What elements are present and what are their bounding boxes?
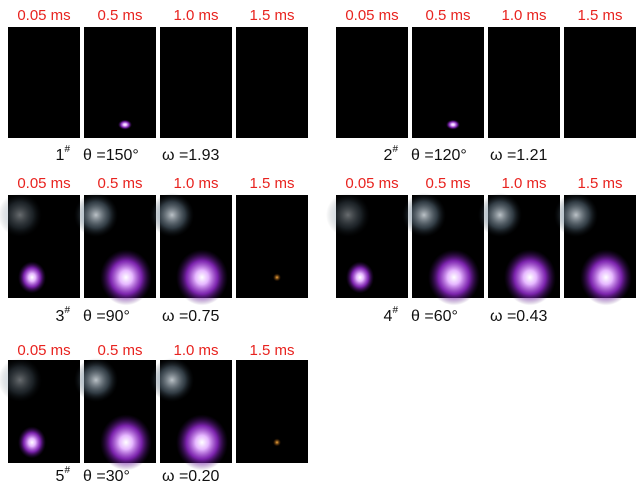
plasma bbox=[100, 414, 152, 470]
arc-glow bbox=[150, 193, 194, 237]
frame-image bbox=[336, 27, 408, 138]
plasma bbox=[580, 249, 632, 305]
sample-id-sup: # bbox=[64, 465, 70, 476]
panel-group: 0.05 ms 0.5 ms 1.0 ms 1.5 ms 4# θ =60° ω =0.43 bbox=[326, 175, 636, 325]
panel-group: 0.05 ms 0.5 ms 1.0 ms 1.5 ms 3# θ =90° ω =0.75 bbox=[0, 175, 308, 325]
plasma bbox=[176, 249, 228, 305]
time-label: 1.5 ms bbox=[249, 342, 294, 359]
theta-label: θ =60° bbox=[411, 308, 458, 325]
time-label: 0.05 ms bbox=[17, 175, 70, 192]
time-label: 0.5 ms bbox=[97, 175, 142, 192]
theta-label: θ =30° bbox=[83, 468, 130, 485]
arc-glow bbox=[402, 193, 446, 237]
time-label: 0.05 ms bbox=[345, 7, 398, 24]
omega-label: ω =0.20 bbox=[162, 468, 220, 485]
figure: 0.05 ms 0.5 ms 1.0 ms 1.5 ms 1# θ =150° ω =1.9… bbox=[0, 0, 637, 489]
arc-glow bbox=[478, 193, 522, 237]
spark bbox=[446, 120, 460, 130]
panel-group: 0.05 ms 0.5 ms 1.0 ms 1.5 ms 1# θ =150° ω =1.9… bbox=[8, 7, 308, 164]
sample-id: 4# bbox=[384, 305, 399, 326]
sample-id-sup: # bbox=[64, 305, 70, 316]
sample-id-sup: # bbox=[392, 305, 398, 316]
sample-id: 3# bbox=[56, 305, 71, 326]
time-label: 1.0 ms bbox=[173, 342, 218, 359]
arc-glow bbox=[326, 193, 370, 237]
time-label: 1.0 ms bbox=[173, 175, 218, 192]
plasma bbox=[100, 249, 152, 305]
sample-id-sup: # bbox=[64, 144, 70, 155]
panel-group: 0.05 ms 0.5 ms 1.0 ms 1.5 ms 5# θ =30° ω =0.20 bbox=[0, 342, 308, 485]
sample-id-sup: # bbox=[392, 144, 398, 155]
frame-image bbox=[236, 195, 308, 298]
frame-image bbox=[8, 27, 80, 138]
frame-image bbox=[160, 27, 232, 138]
time-label: 0.05 ms bbox=[17, 342, 70, 359]
time-label: 0.05 ms bbox=[345, 175, 398, 192]
frame-image bbox=[488, 27, 560, 138]
plasma bbox=[504, 249, 556, 305]
omega-label: ω =1.93 bbox=[162, 147, 220, 164]
time-label: 1.5 ms bbox=[577, 7, 622, 24]
time-label: 0.5 ms bbox=[425, 175, 470, 192]
omega-label: ω =0.75 bbox=[162, 308, 220, 325]
time-label: 1.0 ms bbox=[501, 7, 546, 24]
plasma bbox=[346, 261, 374, 293]
theta-label: θ =120° bbox=[411, 147, 467, 164]
ember bbox=[273, 273, 281, 281]
time-label: 1.5 ms bbox=[249, 175, 294, 192]
omega-label: ω =1.21 bbox=[490, 147, 548, 164]
sample-id: 2# bbox=[384, 144, 399, 165]
time-label: 1.0 ms bbox=[173, 7, 218, 24]
time-label: 0.5 ms bbox=[97, 7, 142, 24]
arc-glow bbox=[554, 193, 598, 237]
frame-image bbox=[236, 27, 308, 138]
ember bbox=[273, 438, 281, 446]
time-label: 1.0 ms bbox=[501, 175, 546, 192]
frame-image bbox=[564, 27, 636, 138]
theta-label: θ =150° bbox=[83, 147, 139, 164]
omega-label: ω =0.43 bbox=[490, 308, 548, 325]
arc-glow bbox=[74, 358, 118, 402]
sample-id: 5# bbox=[56, 465, 71, 486]
time-label: 1.5 ms bbox=[577, 175, 622, 192]
plasma bbox=[176, 414, 228, 470]
arc-glow bbox=[0, 358, 42, 402]
arc-glow bbox=[0, 193, 42, 237]
arc-glow bbox=[150, 358, 194, 402]
time-label: 0.5 ms bbox=[97, 342, 142, 359]
time-label: 1.5 ms bbox=[249, 7, 294, 24]
plasma bbox=[18, 426, 46, 458]
frame-image bbox=[236, 360, 308, 463]
panel-group: 0.05 ms 0.5 ms 1.0 ms 1.5 ms 2# θ =120° ω =1.2… bbox=[336, 7, 636, 164]
time-label: 0.5 ms bbox=[425, 7, 470, 24]
plasma bbox=[18, 261, 46, 293]
theta-label: θ =90° bbox=[83, 308, 130, 325]
sample-id: 1# bbox=[56, 144, 71, 165]
arc-glow bbox=[74, 193, 118, 237]
spark bbox=[118, 120, 132, 130]
time-label: 0.05 ms bbox=[17, 7, 70, 24]
plasma bbox=[428, 249, 480, 305]
